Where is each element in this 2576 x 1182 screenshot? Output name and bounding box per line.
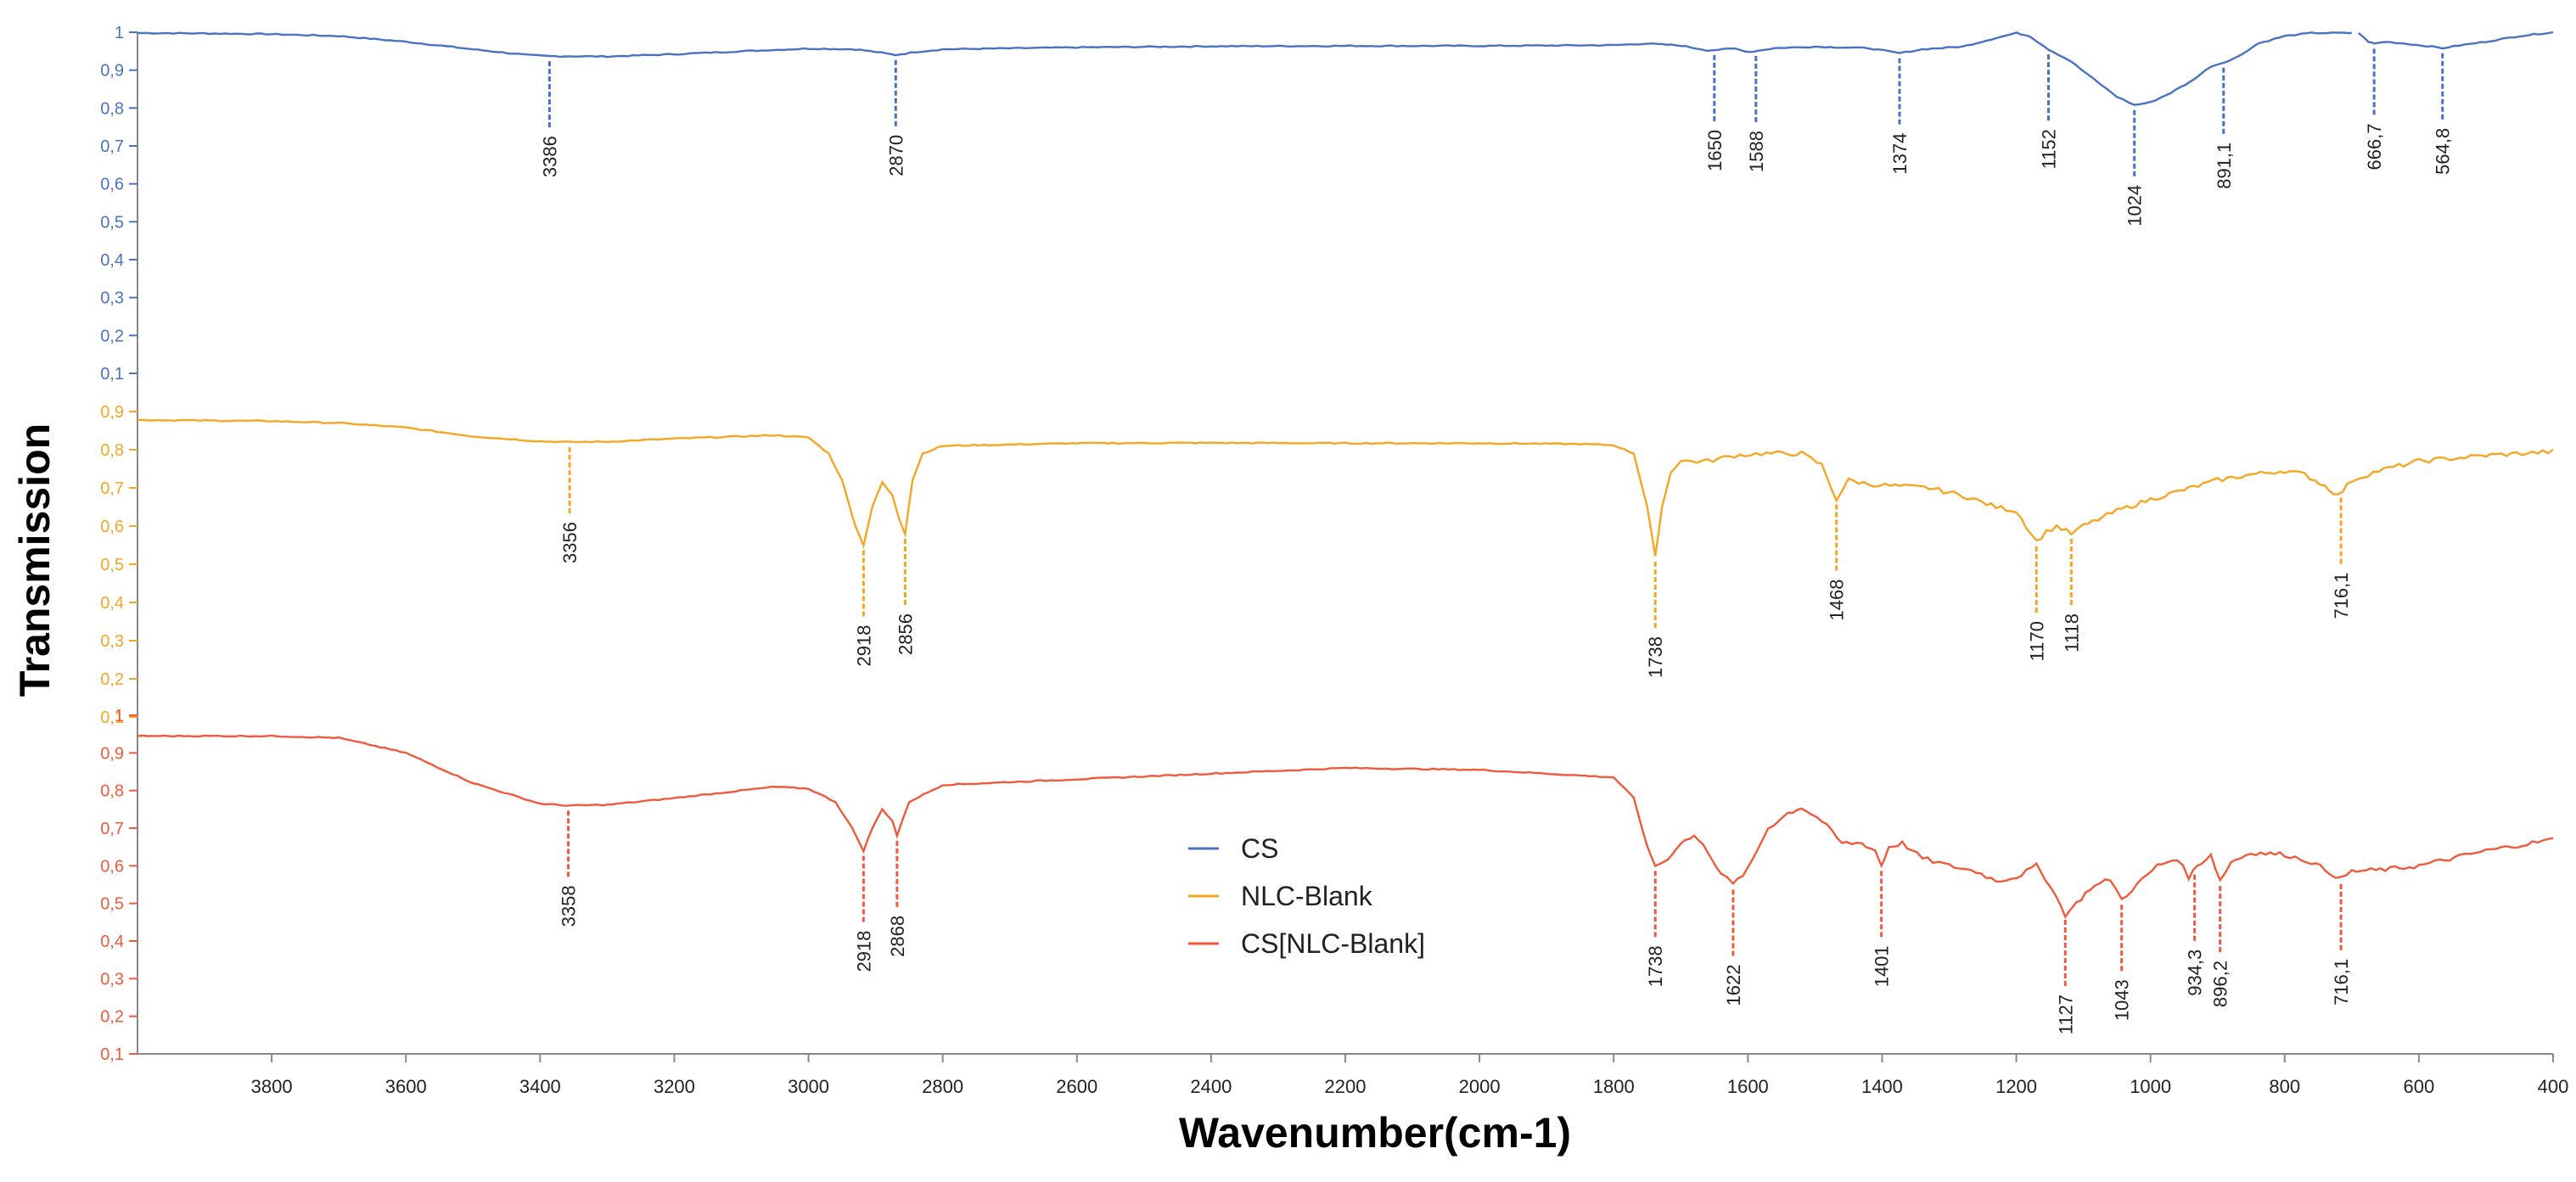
peak-label: 934,3 bbox=[2185, 950, 2206, 996]
x-tick-label: 800 bbox=[2269, 1076, 2300, 1097]
series-line-2 bbox=[137, 418, 2554, 557]
peak-label: 1468 bbox=[1827, 580, 1848, 621]
x-tick-label: 2600 bbox=[1056, 1076, 1097, 1097]
y-tick-label: 0,7 bbox=[100, 479, 124, 498]
peak-label: 3386 bbox=[539, 136, 560, 177]
y-axis-title: Transmission bbox=[11, 423, 59, 697]
peak-label: 3356 bbox=[559, 522, 581, 563]
peak-label: 2868 bbox=[887, 916, 908, 957]
x-axis-title: Wavenumber(cm-1) bbox=[1179, 1109, 1571, 1157]
x-tick-label: 1000 bbox=[2130, 1076, 2171, 1097]
y-tick-label: 0,5 bbox=[100, 213, 124, 232]
y-tick-label: 0,4 bbox=[100, 251, 124, 270]
y-tick-label: 0,8 bbox=[100, 782, 124, 801]
peak-label: 1622 bbox=[1723, 965, 1744, 1006]
peak-label: 1738 bbox=[1645, 636, 1666, 678]
series-line-1 bbox=[2357, 31, 2554, 50]
peak-label: 891,1 bbox=[2214, 143, 2235, 189]
peak-label: 716,1 bbox=[2331, 959, 2352, 1006]
x-tick-label: 3800 bbox=[251, 1076, 293, 1097]
x-tick-label: 2800 bbox=[922, 1076, 963, 1097]
y-tick-label: 0,2 bbox=[100, 670, 124, 689]
x-tick-label: 3400 bbox=[519, 1076, 561, 1097]
y-tick-label: 0,7 bbox=[100, 820, 124, 838]
x-tick-label: 3000 bbox=[788, 1076, 829, 1097]
x-tick-label: 3600 bbox=[385, 1076, 427, 1097]
peak-label: 1118 bbox=[2061, 613, 2082, 653]
y-tick-label: 0,1 bbox=[100, 709, 124, 727]
peak-label: 3358 bbox=[558, 885, 580, 927]
peak-label: 1152 bbox=[2039, 129, 2060, 169]
y-tick-label: 0,2 bbox=[100, 327, 124, 345]
y-tick-label: 1 bbox=[115, 24, 124, 42]
peak-label: 1588 bbox=[1746, 131, 1767, 172]
peak-label: 1401 bbox=[1872, 945, 1893, 987]
series-line-0 bbox=[137, 31, 2352, 106]
peak-label: 1374 bbox=[1889, 133, 1911, 175]
y-tick-label: 0,2 bbox=[100, 1008, 124, 1027]
x-tick-label: 400 bbox=[2538, 1076, 2569, 1097]
series-line-3 bbox=[137, 734, 2554, 919]
y-tick-label: 0,1 bbox=[100, 1045, 124, 1064]
y-tick-label: 0,9 bbox=[100, 403, 124, 422]
legend-label: CS[NLC-Blank] bbox=[1241, 928, 1425, 959]
y-tick-label: 0,9 bbox=[100, 744, 124, 763]
y-tick-label: 0,4 bbox=[100, 933, 124, 951]
x-tick-label: 1200 bbox=[1995, 1076, 2037, 1097]
legend-label: NLC-Blank bbox=[1241, 881, 1373, 911]
y-tick-label: 0,1 bbox=[100, 365, 124, 384]
y-tick-label: 0,8 bbox=[100, 441, 124, 460]
y-tick-label: 0,5 bbox=[100, 556, 124, 574]
y-tick-label: 1 bbox=[115, 707, 124, 725]
peak-label: 716,1 bbox=[2331, 572, 2352, 619]
y-tick-label: 0,3 bbox=[100, 632, 124, 651]
y-tick-label: 0,5 bbox=[100, 895, 124, 914]
x-tick-label: 1800 bbox=[1593, 1076, 1635, 1097]
peak-label: 1738 bbox=[1645, 945, 1666, 987]
y-tick-label: 0,6 bbox=[100, 518, 124, 536]
peak-label: 1024 bbox=[2124, 185, 2146, 227]
peak-label: 1127 bbox=[2055, 994, 2076, 1034]
x-tick-label: 2000 bbox=[1459, 1076, 1501, 1097]
x-tick-label: 2400 bbox=[1190, 1076, 1232, 1097]
y-tick-label: 0,6 bbox=[100, 857, 124, 876]
peak-label: 1043 bbox=[2112, 979, 2133, 1021]
x-tick-label: 600 bbox=[2404, 1076, 2435, 1097]
y-tick-label: 0,7 bbox=[100, 137, 124, 156]
legend-label: CS bbox=[1241, 833, 1278, 864]
y-tick-label: 0,9 bbox=[100, 62, 124, 81]
y-tick-label: 0,4 bbox=[100, 594, 124, 613]
peak-label: 896,2 bbox=[2210, 961, 2231, 1007]
x-tick-label: 1400 bbox=[1861, 1076, 1903, 1097]
peak-label: 666,7 bbox=[2364, 123, 2385, 170]
y-tick-label: 0,6 bbox=[100, 176, 124, 194]
peak-label: 564,8 bbox=[2433, 128, 2454, 175]
peak-label: 2870 bbox=[885, 135, 906, 176]
peak-label: 2856 bbox=[895, 613, 916, 655]
x-tick-label: 1600 bbox=[1727, 1076, 1769, 1097]
peak-label: 2918 bbox=[853, 931, 874, 972]
y-tick-label: 0,3 bbox=[100, 970, 124, 989]
x-tick-label: 3200 bbox=[654, 1076, 695, 1097]
peak-label: 1170 bbox=[2026, 621, 2047, 661]
y-tick-label: 0,8 bbox=[100, 99, 124, 118]
y-tick-label: 0,3 bbox=[100, 289, 124, 308]
peak-label: 1650 bbox=[1704, 130, 1726, 171]
x-tick-label: 2200 bbox=[1325, 1076, 1367, 1097]
peak-label: 2918 bbox=[853, 625, 874, 667]
